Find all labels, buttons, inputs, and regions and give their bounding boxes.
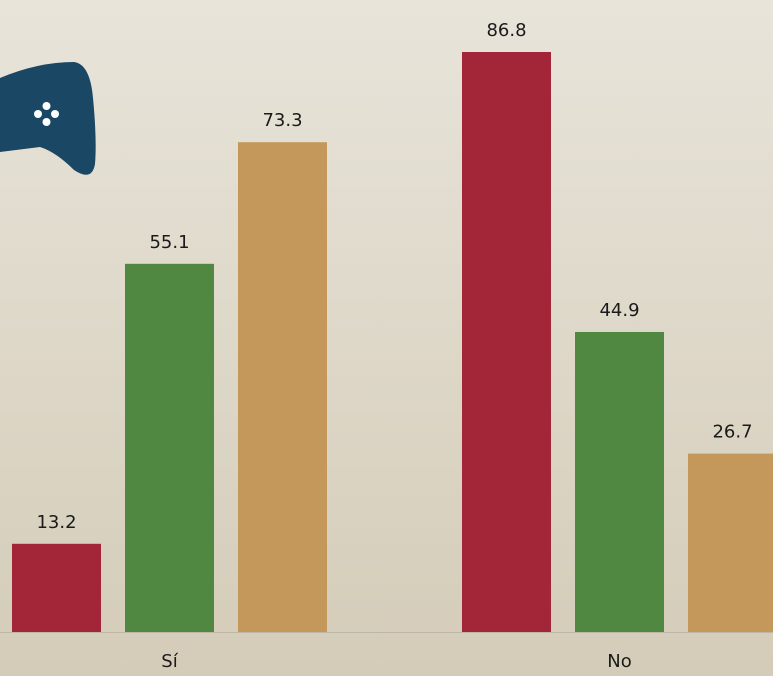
value-label: 13.2 [36,512,76,533]
value-label: 86.8 [486,20,526,41]
value-label: 73.3 [262,110,302,131]
bar [125,263,214,632]
value-label: 44.9 [599,300,639,321]
bar [688,453,773,632]
bar [12,543,101,632]
x-tick-label: No [607,651,631,672]
bar [462,52,551,632]
x-tick-label: Sí [161,651,178,672]
bar [238,142,327,632]
value-label: 26.7 [712,422,752,443]
gamepad-icon [0,62,96,175]
bar [575,331,664,632]
value-label: 55.1 [149,232,189,253]
